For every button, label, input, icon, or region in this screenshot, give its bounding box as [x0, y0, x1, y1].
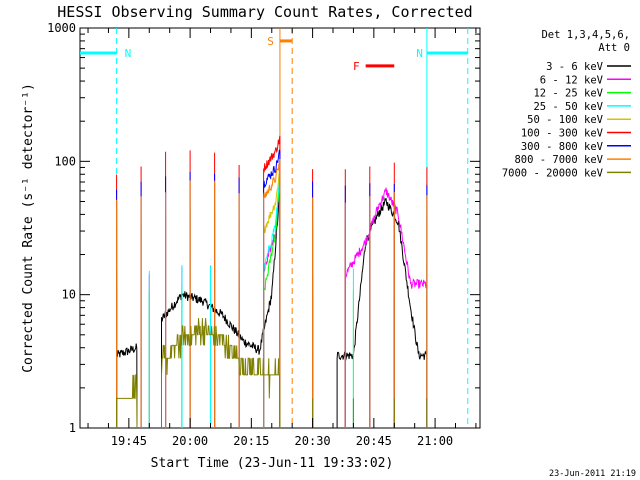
legend-entry-label: 300 - 800 keV	[521, 141, 604, 153]
annotation-label: N	[416, 47, 423, 60]
axis-ticks: 1 10 100 1000 19:45 20:00 20:15 20:30 20:45 21:00	[47, 21, 480, 448]
legend-entry-label: 800 - 7000 keV	[514, 154, 603, 166]
series-line	[263, 176, 281, 428]
legend-entry-label: 100 - 300 keV	[521, 128, 604, 140]
x-tick-label: 20:30	[295, 434, 331, 448]
series-line	[344, 187, 428, 428]
series-line	[161, 192, 281, 429]
legend-entry-label: 25 - 50 keV	[533, 101, 603, 113]
y-tick-label: 1	[69, 421, 76, 435]
series-line	[263, 135, 281, 428]
series-line	[263, 149, 281, 428]
annotation-markers: N N S F	[80, 35, 468, 73]
x-tick-label: 20:15	[233, 434, 269, 448]
series-line	[263, 166, 281, 428]
chart-title: HESSI Observing Summary Count Rates, Cor…	[57, 3, 472, 21]
series-line	[116, 374, 138, 429]
vertical-lines	[116, 28, 469, 428]
series-line	[263, 167, 281, 428]
y-tick-label: 10	[62, 288, 76, 302]
legend-entry-label: 7000 - 20000 keV	[502, 167, 604, 179]
x-axis-label: Start Time (23-Jun-11 19:33:02)	[151, 456, 394, 471]
legend-title-line-1: Det 1,3,4,5,6,	[541, 29, 630, 41]
footer-timestamp: 23-Jun-2011 21:19	[549, 469, 636, 479]
annotation-label: F	[353, 60, 360, 73]
y-axis-label: Corrected Count Rate (s⁻¹ detector⁻¹)	[21, 83, 36, 373]
series-lines	[116, 135, 428, 429]
x-tick-label: 20:45	[356, 434, 392, 448]
y-tick-label: 100	[54, 154, 76, 168]
annotation-label: S	[267, 35, 274, 48]
series-line	[161, 318, 281, 429]
y-tick-label: 1000	[47, 21, 76, 35]
x-tick-label: 19:45	[111, 434, 147, 448]
x-tick-label: 21:00	[417, 434, 453, 448]
legend-entry-label: 3 - 6 keV	[546, 61, 604, 73]
legend-entry-label: 6 - 12 keV	[540, 74, 604, 86]
legend-title-line-2: Att 0	[598, 42, 630, 54]
series-line	[336, 197, 428, 428]
series-line	[263, 158, 281, 428]
legend-entry-label: 50 - 100 keV	[527, 114, 604, 126]
series-line	[116, 343, 138, 429]
x-tick-label: 20:00	[172, 434, 208, 448]
legend-entry-label: 12 - 25 keV	[533, 88, 603, 100]
annotation-label: N	[125, 47, 132, 60]
